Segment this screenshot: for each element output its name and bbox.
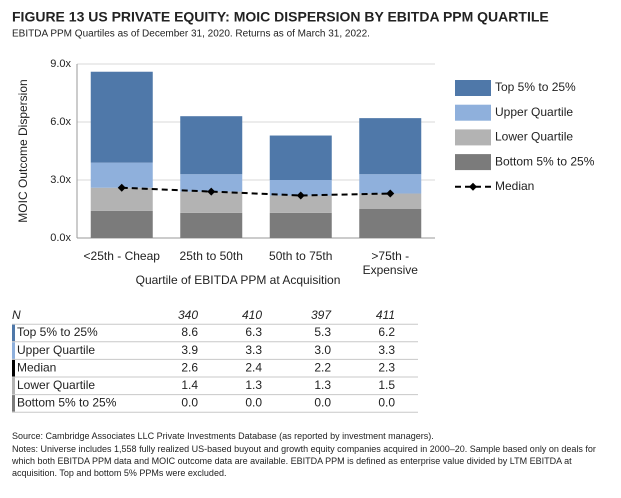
table-cell: 3.3	[378, 343, 395, 357]
median-line	[121, 186, 391, 197]
table-header: 411	[376, 308, 395, 322]
y-tick-label: 0.0x	[50, 232, 71, 244]
chart-title: FIGURE 13 US PRIVATE EQUITY: MOIC DISPER…	[12, 9, 549, 25]
median-marker	[296, 191, 305, 200]
x-tick-label: <25th - Cheap	[83, 249, 160, 263]
median-marker	[386, 189, 395, 198]
source: Source: Cambridge Associates LLC Private…	[12, 431, 434, 441]
table-cell: 1.3	[245, 378, 262, 392]
bar-segment	[180, 174, 243, 192]
table-header: N	[12, 308, 21, 322]
row-label: Median	[17, 360, 56, 374]
row-marker	[12, 377, 15, 395]
bar-segment	[180, 191, 243, 213]
legend-label: Bottom 5% to 25%	[495, 154, 595, 168]
bar-segment	[359, 209, 422, 238]
table-cell: 0.0	[314, 396, 331, 410]
row-label: Lower Quartile	[17, 378, 95, 392]
table-cell: 0.0	[378, 396, 395, 410]
y-axis-label: MOIC Outcome Dispersion	[16, 79, 30, 222]
legend-marker	[469, 182, 477, 191]
table-cell: 2.4	[245, 360, 262, 374]
legend-label: Top 5% to 25%	[495, 80, 576, 94]
table-cell: 6.2	[378, 325, 395, 339]
row-label: Top 5% to 25%	[17, 325, 98, 339]
x-tick-label: >75th - Expensive	[362, 249, 418, 277]
bar-segment	[269, 195, 332, 213]
bar-segment	[269, 135, 332, 180]
table-cell: 5.3	[314, 325, 331, 339]
table-header: 397	[311, 308, 332, 322]
table-cell: 2.3	[378, 360, 395, 374]
row-label: Upper Quartile	[17, 343, 95, 357]
row-marker	[12, 342, 15, 359]
legend-swatch	[455, 80, 491, 96]
bar-segment	[359, 174, 422, 194]
bar-segment	[90, 71, 153, 163]
table-cell: 2.2	[314, 360, 331, 374]
legend-swatch	[455, 129, 491, 146]
legend-label: Median	[495, 179, 534, 193]
table-cell: 3.3	[245, 343, 262, 357]
bar-segment	[180, 212, 243, 238]
bar-segment	[359, 193, 422, 209]
table-cell: 3.9	[181, 343, 198, 357]
median-marker	[207, 187, 216, 196]
table-header: 410	[242, 308, 262, 322]
table-cell: 6.3	[245, 325, 262, 339]
legend-label: Upper Quartile	[495, 105, 573, 119]
bar-segment	[269, 180, 332, 196]
x-axis-label: Quartile of EBITDA PPM at Acquisition	[136, 273, 341, 287]
y-tick-label: 3.0x	[50, 174, 71, 186]
row-marker	[12, 324, 15, 342]
bar-segment	[359, 118, 422, 175]
table-cell: 1.5	[378, 378, 395, 392]
median-marker	[117, 183, 126, 192]
table-cell: 8.6	[181, 325, 198, 339]
row-label: Bottom 5% to 25%	[17, 396, 117, 410]
bar-segment	[90, 162, 153, 188]
notes: Notes: Universe includes 1,558 fully rea…	[12, 444, 596, 478]
y-tick-label: 9.0x	[50, 58, 71, 70]
table-cell: 1.4	[181, 378, 198, 392]
table-cell: 0.0	[245, 396, 262, 410]
y-tick-label: 6.0x	[50, 116, 71, 128]
legend-swatch	[455, 154, 491, 171]
table-cell: 0.0	[181, 396, 198, 410]
x-tick-label: 50th to 75th	[269, 249, 333, 263]
legend-swatch	[455, 104, 491, 121]
bar-segment	[90, 210, 153, 238]
bar-segment	[269, 212, 332, 238]
legend-label: Lower Quartile	[495, 130, 573, 144]
bar-segment	[180, 116, 243, 175]
table-header: 340	[178, 308, 198, 322]
table-cell: 2.6	[181, 360, 198, 374]
row-marker	[12, 395, 15, 412]
table-cell: 3.0	[314, 343, 331, 357]
bar-segment	[90, 187, 153, 211]
x-tick-label: 25th to 50th	[179, 249, 243, 263]
row-marker	[12, 359, 15, 377]
table-cell: 1.3	[314, 378, 331, 392]
chart-subtitle: EBITDA PPM Quartiles as of December 31, …	[12, 29, 370, 40]
